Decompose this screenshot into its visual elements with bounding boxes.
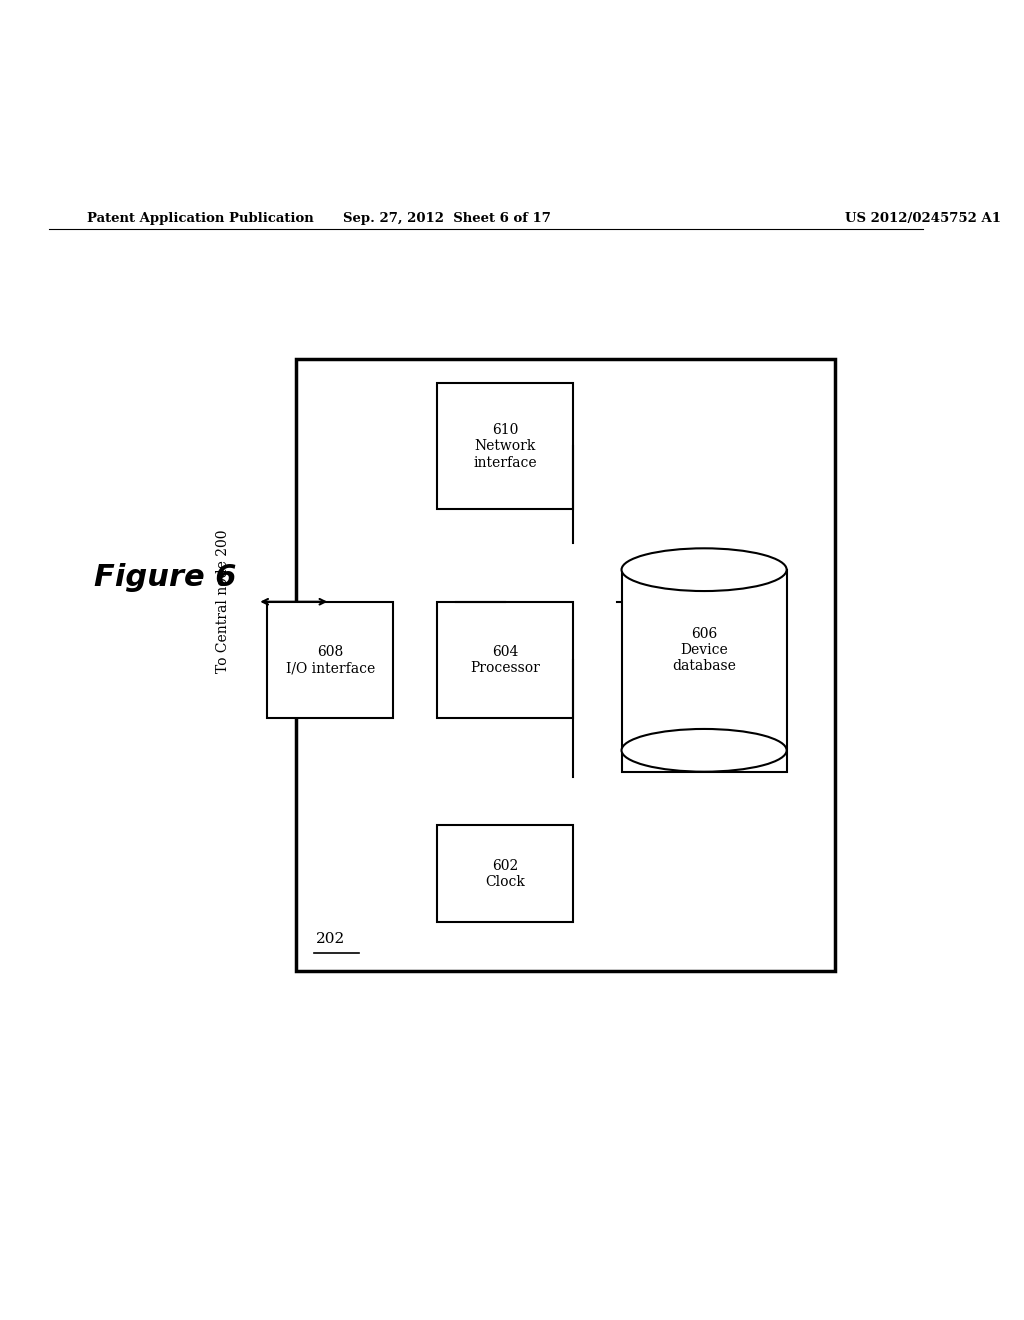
Text: Patent Application Publication: Patent Application Publication <box>87 211 314 224</box>
Text: 604
Processor: 604 Processor <box>470 645 540 675</box>
Text: US 2012/0245752 A1: US 2012/0245752 A1 <box>845 211 1000 224</box>
Ellipse shape <box>622 548 786 591</box>
FancyBboxPatch shape <box>437 383 573 510</box>
Text: 202: 202 <box>315 932 345 946</box>
FancyBboxPatch shape <box>267 602 393 718</box>
Text: 610
Network
interface: 610 Network interface <box>473 424 537 470</box>
FancyBboxPatch shape <box>437 825 573 923</box>
FancyBboxPatch shape <box>437 602 573 718</box>
Text: 602
Clock: 602 Clock <box>485 858 525 888</box>
Text: Sep. 27, 2012  Sheet 6 of 17: Sep. 27, 2012 Sheet 6 of 17 <box>343 211 551 224</box>
Ellipse shape <box>622 729 786 772</box>
Text: Figure 6: Figure 6 <box>94 562 237 591</box>
FancyBboxPatch shape <box>296 359 836 970</box>
Text: To Central node 200: To Central node 200 <box>216 529 230 673</box>
Bar <box>622 570 786 772</box>
Text: 608
I/O interface: 608 I/O interface <box>286 645 375 675</box>
Text: 606
Device
database: 606 Device database <box>672 627 736 673</box>
